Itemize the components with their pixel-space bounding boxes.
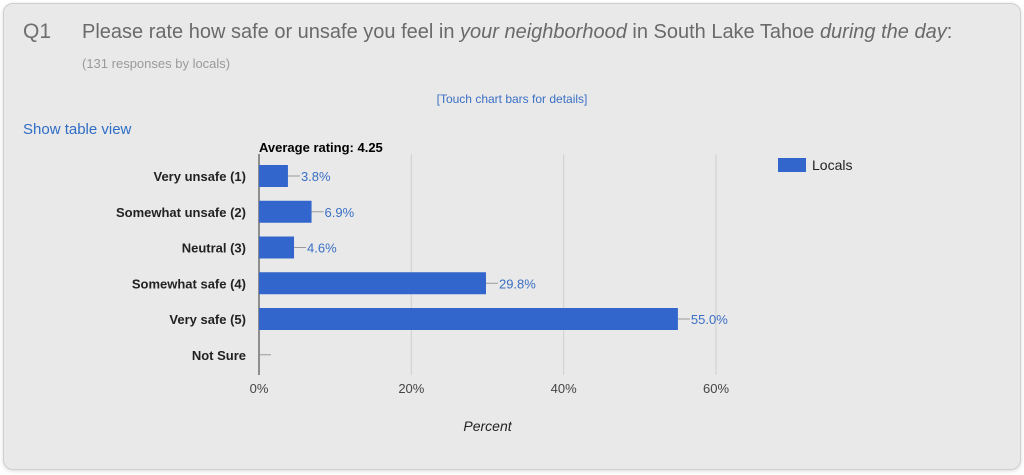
- bar-value-label: 6.9%: [325, 205, 355, 220]
- chart-title: Average rating: 4.25: [259, 140, 383, 155]
- bar[interactable]: [259, 165, 288, 187]
- question-text-emphasis2: during the day: [819, 21, 947, 43]
- question-text-emphasis1: your neighborhood: [460, 21, 627, 43]
- question-text-part2: in South Lake Tahoe: [626, 21, 820, 43]
- x-axis-title: Percent: [463, 418, 512, 434]
- x-tick-label: 60%: [703, 381, 729, 396]
- question-number: Q1: [23, 20, 52, 43]
- question-text: Please rate how safe or unsafe you feel …: [82, 21, 952, 44]
- touch-hint: [Touch chart bars for details]: [436, 92, 588, 106]
- category-label: Somewhat safe (4): [132, 276, 246, 291]
- bar[interactable]: [259, 200, 312, 223]
- x-tick-label: 20%: [398, 381, 424, 396]
- category-label: Somewhat unsafe (2): [116, 205, 246, 220]
- bar-chart: 0% 20% 40% 60% Average rating: 4.25 Very unsa…: [116, 140, 853, 434]
- x-tick-label: 40%: [551, 381, 577, 396]
- category-label: Very unsafe (1): [154, 169, 247, 184]
- bar[interactable]: [259, 308, 678, 330]
- legend-swatch: [778, 158, 806, 172]
- bar-value-label: 3.8%: [301, 169, 331, 184]
- bar-value-label: 29.8%: [499, 276, 536, 291]
- question-card: Q1 Please rate how safe or unsafe you fe…: [3, 3, 1021, 470]
- show-table-view-link[interactable]: Show table view: [23, 121, 132, 138]
- category-label: Neutral (3): [182, 241, 246, 256]
- response-count: (131 responses by locals): [82, 56, 231, 71]
- x-tick-label: 0%: [250, 381, 269, 396]
- question-text-part3: :: [946, 21, 953, 43]
- bar[interactable]: [259, 236, 295, 259]
- category-label: Not Sure: [192, 348, 246, 363]
- bar-value-label: 4.6%: [307, 241, 337, 256]
- legend-label: Locals: [812, 157, 852, 173]
- bar[interactable]: [259, 272, 486, 295]
- bar-value-label: 55.0%: [691, 312, 728, 327]
- category-label: Very safe (5): [169, 312, 246, 327]
- question-text-part1: Please rate how safe or unsafe you feel …: [82, 21, 461, 43]
